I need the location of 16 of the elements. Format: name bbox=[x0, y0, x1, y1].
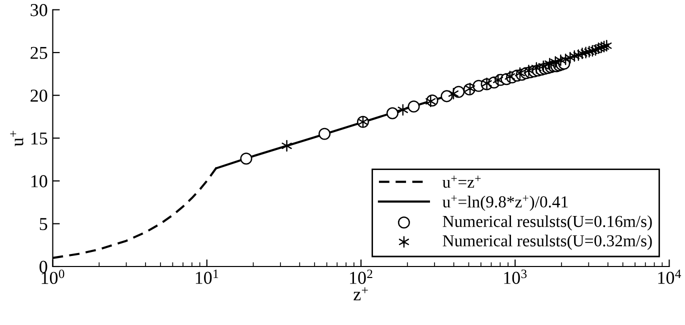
x-tick-label: 10$^{1}$ bbox=[196, 270, 218, 284]
legend-label: u$^{+}$=ln(9.8*z$^{+}$)/0.41 bbox=[442, 195, 568, 211]
y-tick-label: 0 bbox=[40, 260, 48, 273]
y-axis-title: u$^{+}$ bbox=[10, 130, 24, 146]
legend-label: Numerical resulsts(U=0.16m/s) bbox=[442, 215, 652, 230]
y-tick-label: 25 bbox=[30, 46, 48, 59]
y-tick-label: 5 bbox=[40, 218, 48, 230]
y-tick-label: 20 bbox=[30, 90, 48, 102]
x-axis-title: z$^{+}$ bbox=[354, 287, 368, 300]
y-tick-label: 30 bbox=[30, 4, 48, 16]
legend-label: u$^{+}$=z$^{+}$ bbox=[442, 176, 481, 188]
x-tick-label: 10$^{3}$ bbox=[504, 270, 527, 284]
y-tick-label: 10 bbox=[31, 175, 48, 188]
x-tick-label: 10$^{2}$ bbox=[350, 270, 372, 284]
x-tick-label: 10$^{4}$ bbox=[658, 270, 682, 284]
y-tick-label: 15 bbox=[31, 132, 48, 145]
